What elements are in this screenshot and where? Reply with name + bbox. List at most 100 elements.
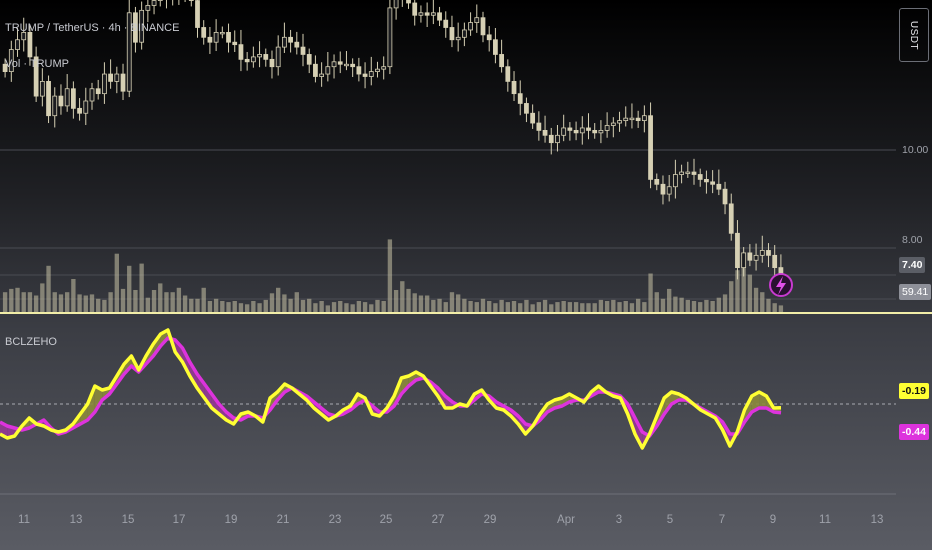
candle-body bbox=[517, 93, 523, 104]
volume-bar bbox=[778, 305, 784, 312]
volume-bar bbox=[9, 288, 14, 312]
candle-body bbox=[387, 7, 393, 68]
volume-bar bbox=[673, 296, 678, 312]
volume-bar bbox=[381, 301, 386, 312]
volume-bar bbox=[561, 301, 566, 312]
volume-bar bbox=[139, 263, 144, 312]
time-tick: 19 bbox=[224, 514, 238, 526]
candle-body bbox=[499, 54, 504, 68]
volume-bar bbox=[468, 301, 473, 312]
candle-body bbox=[486, 34, 492, 41]
volume-bar bbox=[40, 283, 45, 312]
candle-body bbox=[8, 49, 14, 72]
time-tick: 23 bbox=[328, 514, 342, 526]
candle-body bbox=[133, 12, 138, 43]
price-candles bbox=[2, 0, 784, 284]
candle-body bbox=[604, 125, 610, 131]
volume-bar bbox=[375, 299, 380, 312]
volume-bar bbox=[710, 301, 715, 312]
candle-body bbox=[375, 68, 380, 73]
volume-bar bbox=[344, 303, 349, 312]
oscillator-fill bbox=[94, 386, 103, 412]
candle-body bbox=[579, 127, 585, 134]
candle-body bbox=[635, 117, 641, 122]
candle-body bbox=[70, 88, 76, 109]
candle-body bbox=[437, 12, 442, 21]
candle-body bbox=[722, 188, 728, 205]
candle-body bbox=[102, 73, 107, 95]
time-tick: 13 bbox=[870, 514, 884, 526]
candle-body bbox=[468, 22, 473, 31]
volume-bar bbox=[679, 297, 684, 312]
oscillator-fill bbox=[189, 362, 198, 388]
volume-bar bbox=[549, 304, 554, 312]
candle-body bbox=[337, 61, 343, 65]
candle-body bbox=[685, 171, 691, 174]
candle-body bbox=[89, 88, 95, 102]
volume-bar bbox=[716, 297, 722, 312]
candle-body bbox=[27, 32, 33, 58]
time-tick: 9 bbox=[769, 514, 777, 526]
volume-bar bbox=[431, 299, 436, 312]
volume-bar bbox=[741, 261, 746, 312]
volume-bar bbox=[524, 299, 529, 312]
volume-bars bbox=[2, 239, 784, 312]
candle-body bbox=[226, 32, 231, 43]
candle-body bbox=[250, 56, 256, 63]
candle-body bbox=[331, 61, 337, 68]
candle-body bbox=[623, 117, 629, 122]
candle-body bbox=[524, 103, 529, 114]
candle-body bbox=[673, 174, 678, 188]
volume-bar bbox=[604, 301, 610, 312]
candle-body bbox=[362, 73, 368, 77]
candle-body bbox=[282, 36, 287, 48]
currency-button[interactable]: USDT bbox=[899, 8, 929, 62]
candle-body bbox=[548, 134, 554, 144]
candle-body bbox=[64, 88, 70, 107]
candle-body bbox=[232, 41, 238, 46]
volume-bar bbox=[722, 294, 728, 312]
volume-bar bbox=[443, 302, 448, 312]
candle-body bbox=[455, 36, 461, 41]
volume-bar bbox=[189, 298, 194, 312]
time-tick: 11 bbox=[819, 514, 831, 526]
candle-body bbox=[368, 71, 374, 77]
candle-body bbox=[77, 107, 82, 114]
volume-bar bbox=[27, 292, 33, 312]
oscillator-panel bbox=[0, 328, 782, 450]
candle-body bbox=[52, 95, 58, 117]
candle-body bbox=[474, 17, 480, 24]
volume-bar bbox=[542, 299, 548, 312]
oscillator-fill bbox=[197, 374, 205, 398]
candle-body bbox=[728, 203, 734, 234]
candle-body bbox=[493, 39, 498, 55]
volume-bar bbox=[623, 301, 628, 312]
volume-bar bbox=[586, 303, 591, 312]
volume-bar bbox=[462, 298, 467, 312]
candle-body bbox=[704, 178, 709, 183]
volume-bar bbox=[393, 290, 399, 312]
candle-body bbox=[747, 252, 753, 261]
volume-bar bbox=[158, 283, 163, 312]
volume-bar bbox=[530, 304, 535, 312]
volume-bar bbox=[598, 299, 604, 312]
volume-bar bbox=[77, 294, 82, 312]
flash-marker bbox=[769, 273, 793, 297]
candle-body bbox=[344, 63, 349, 67]
volume-bar bbox=[580, 303, 585, 312]
volume-bar bbox=[251, 301, 256, 312]
volume-bar bbox=[400, 281, 405, 312]
candle-body bbox=[15, 39, 20, 50]
volume-bar bbox=[474, 302, 479, 312]
volume-bar bbox=[244, 304, 250, 312]
fast-line bbox=[0, 328, 782, 450]
candle-body bbox=[641, 115, 647, 121]
volume-badge: 59.41 bbox=[899, 284, 932, 300]
volume-bar bbox=[282, 294, 287, 312]
candle-body bbox=[213, 32, 219, 43]
candle-body bbox=[145, 5, 151, 11]
candle-body bbox=[430, 12, 436, 16]
candle-body bbox=[697, 174, 703, 180]
volume-bar bbox=[114, 253, 119, 312]
